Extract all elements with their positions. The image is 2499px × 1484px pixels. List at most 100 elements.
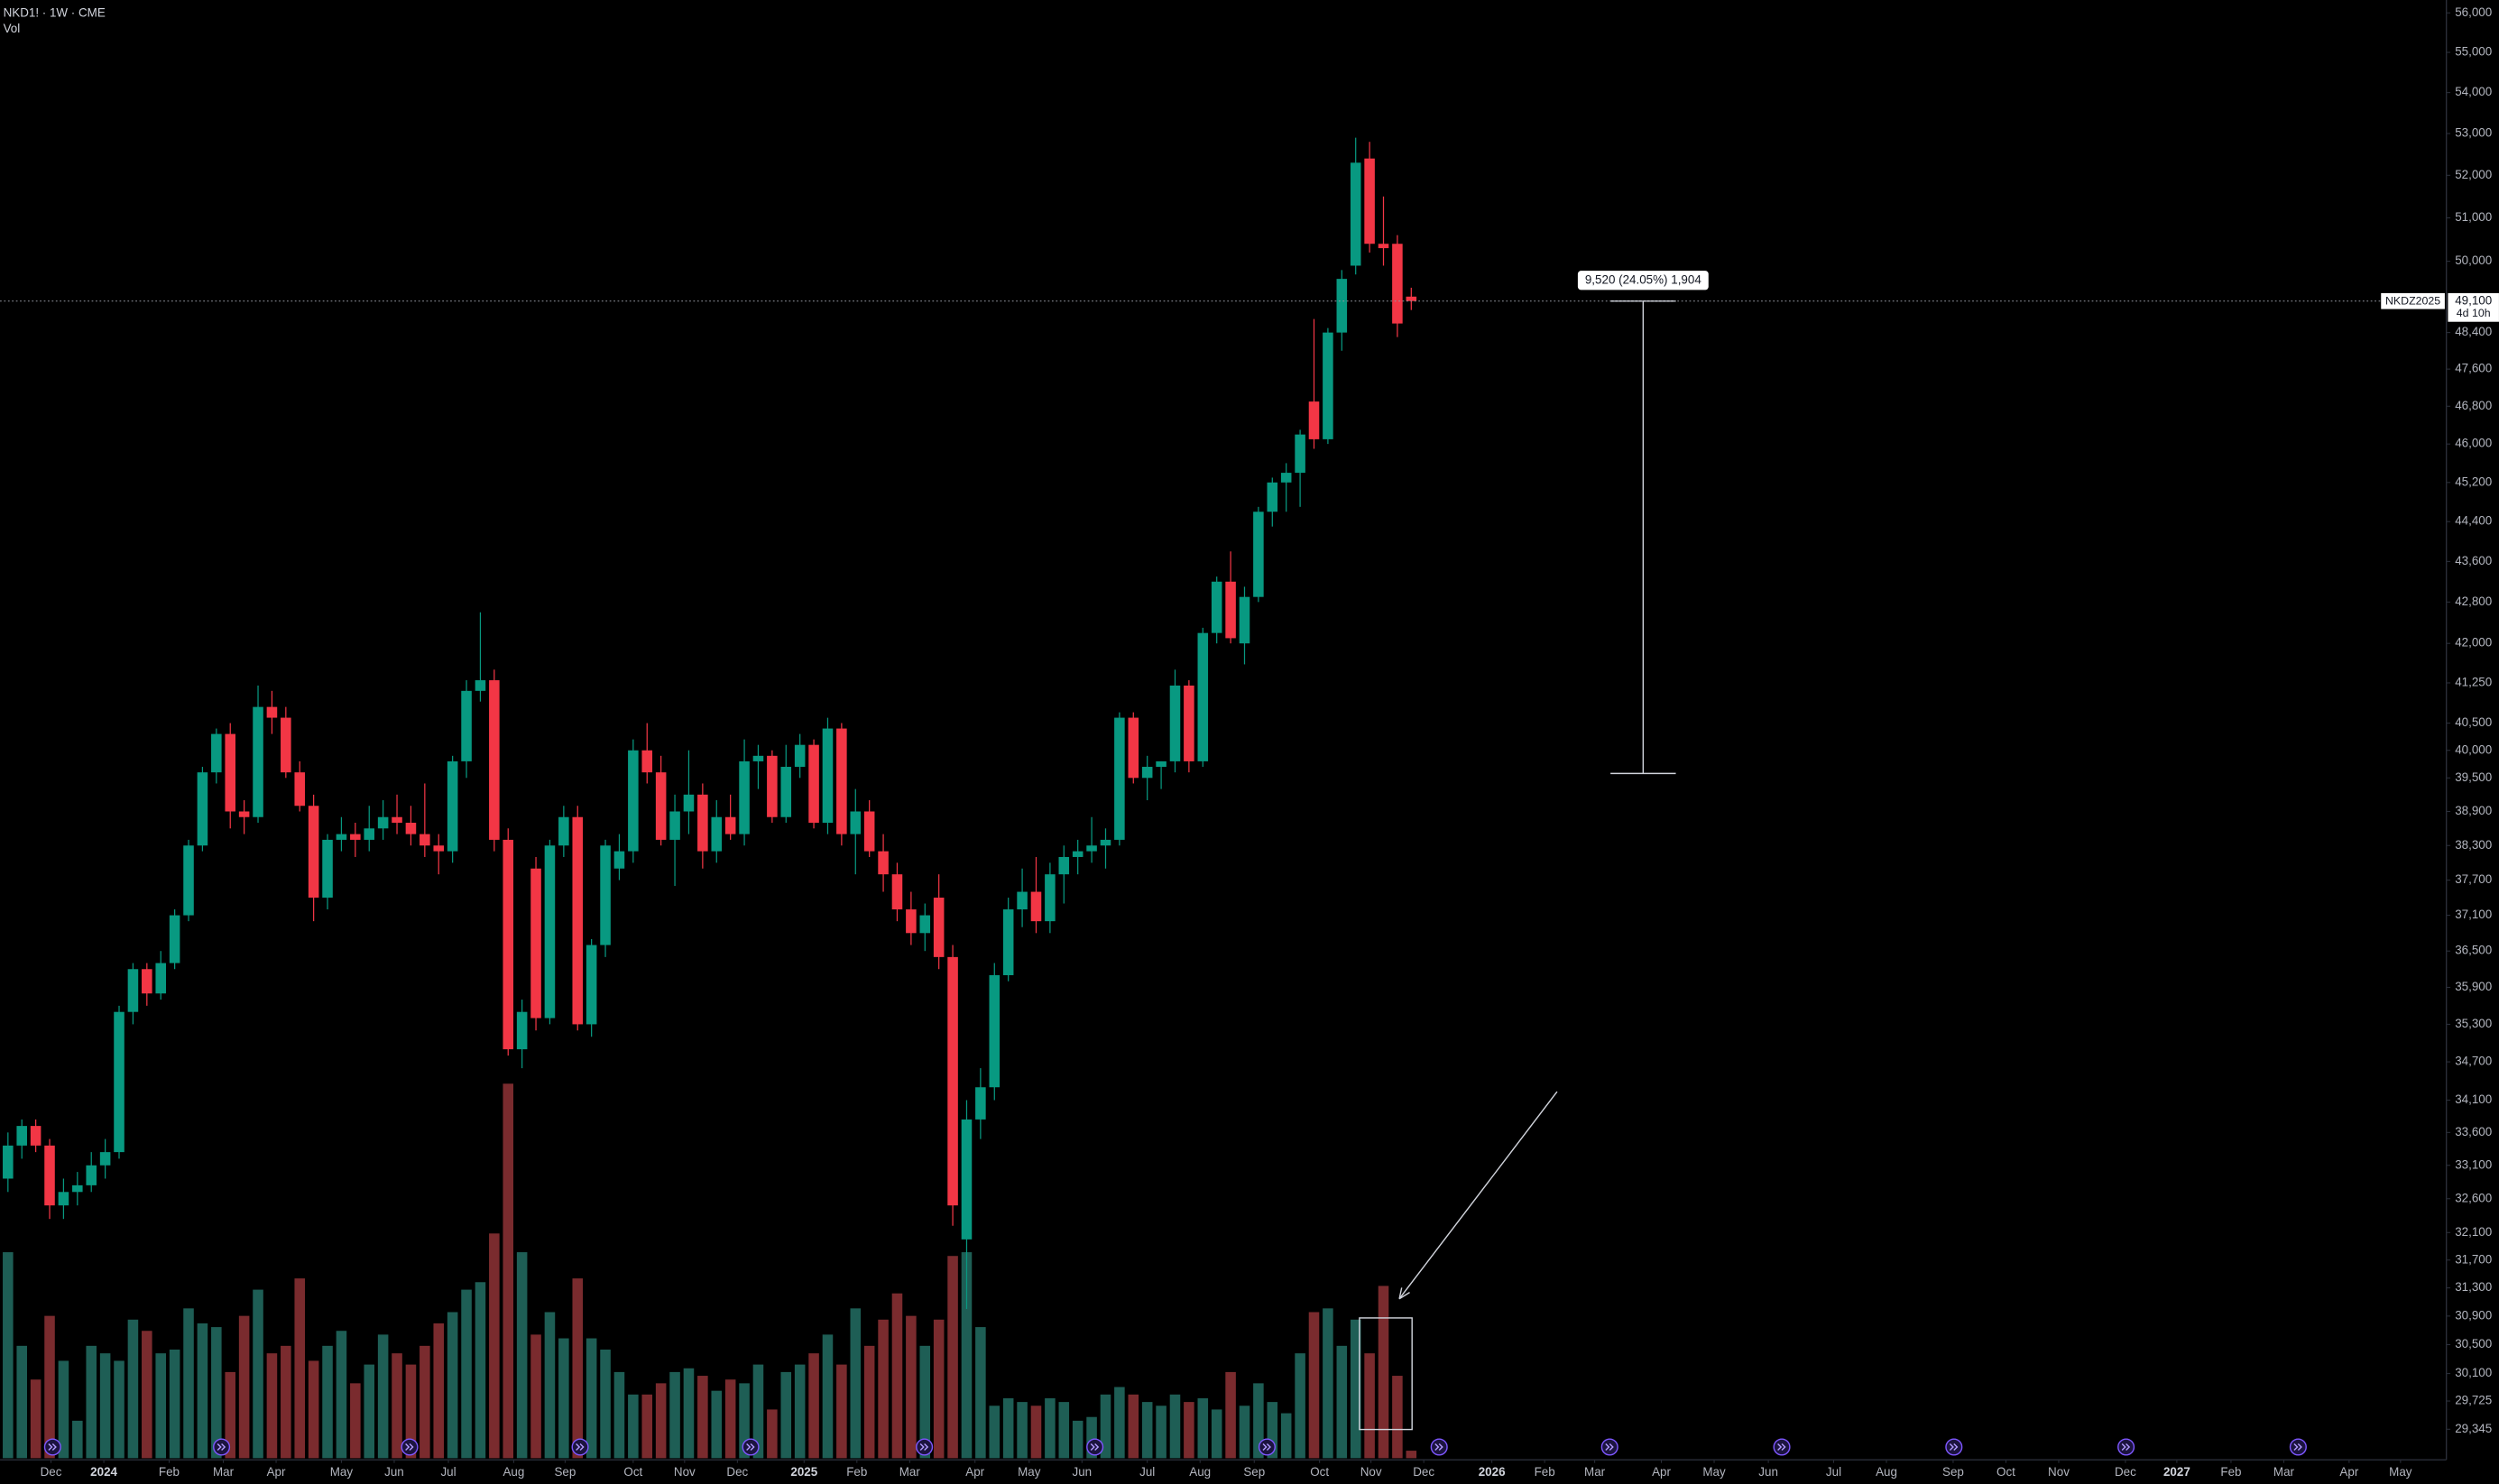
y-tick-label: 54,000 [2455, 85, 2492, 98]
symbol-tag: NKDZ2025 [2385, 295, 2440, 308]
y-tick-label: 34,100 [2455, 1092, 2492, 1106]
volume-bar [155, 1353, 166, 1459]
candle-body [767, 755, 778, 817]
volume-bar [961, 1252, 973, 1459]
candle-body [989, 974, 1001, 1088]
candle-body [461, 690, 472, 761]
x-tick-label: Jun [1072, 1465, 1092, 1479]
volume-bar [225, 1371, 236, 1459]
drawings-layer [1359, 1091, 1558, 1431]
candle-body [711, 816, 723, 852]
x-tick-label: May [330, 1465, 354, 1479]
volume-bar [558, 1338, 569, 1459]
volume-bar [711, 1390, 723, 1459]
candle-body [30, 1126, 41, 1146]
candle-body [294, 772, 306, 807]
candle-body [1184, 685, 1194, 761]
candle-body [433, 845, 445, 852]
event-icon-glyph [48, 1443, 57, 1452]
candle-body [516, 1011, 528, 1050]
event-icon-glyph [1777, 1443, 1786, 1452]
volume-bar [739, 1383, 750, 1459]
x-tick-label: 2026 [1479, 1465, 1506, 1479]
volume-bar [1058, 1402, 1070, 1459]
event-icon-glyph [1262, 1443, 1271, 1452]
measure-label-box [1577, 271, 1709, 290]
volume-bar [794, 1364, 806, 1459]
countdown-tag: 4d 10h [2457, 307, 2491, 319]
event-icon-glyph [2121, 1443, 2131, 1452]
volume-bar [863, 1345, 875, 1459]
volume-bar [72, 1420, 83, 1459]
y-tick-label: 39,500 [2455, 770, 2492, 784]
y-tick-label: 30,500 [2455, 1337, 2492, 1350]
volume-bar [989, 1406, 1001, 1459]
volume-bar [211, 1327, 222, 1459]
y-tick-label: 33,100 [2455, 1157, 2492, 1171]
candle-body [586, 945, 597, 1025]
x-tick-label: Nov [674, 1465, 696, 1479]
candle-body [794, 744, 806, 768]
candle-body [405, 823, 417, 834]
volume-title: Vol [4, 22, 21, 35]
event-icon-glyph [2293, 1443, 2302, 1452]
x-tick-label: Oct [1310, 1465, 1329, 1479]
candle-body [600, 845, 611, 945]
volume-bar [1184, 1402, 1194, 1459]
volume-bar [683, 1368, 695, 1459]
candle-body [16, 1126, 27, 1146]
event-icon-glyph [919, 1443, 929, 1452]
volume-bar [822, 1334, 834, 1459]
y-tick-label: 34,700 [2455, 1055, 2492, 1068]
volume-bar [808, 1353, 819, 1459]
volume-bar [142, 1331, 152, 1459]
event-icon-glyph [576, 1443, 585, 1452]
y-tick-label: 56,000 [2455, 5, 2492, 19]
candle-body [961, 1119, 973, 1240]
volume-bar [392, 1353, 402, 1459]
candle-body [1350, 162, 1361, 266]
volume-bar [447, 1312, 458, 1459]
volume-bar [1323, 1308, 1333, 1459]
x-tick-label: Sep [1942, 1465, 1964, 1479]
candle-body [281, 717, 291, 773]
candle-body [1156, 760, 1167, 768]
candle-body [1045, 874, 1056, 922]
volume-bar [1239, 1406, 1250, 1459]
x-tick-label: 2027 [2163, 1465, 2190, 1479]
x-tick-label: Jun [1758, 1465, 1778, 1479]
y-tick-label: 41,250 [2455, 676, 2492, 689]
volume-bar [752, 1364, 764, 1459]
candle-body [475, 680, 486, 691]
candle-body [1336, 279, 1348, 333]
arrow-line [1398, 1091, 1558, 1300]
x-tick-label: Nov [1360, 1465, 1382, 1479]
y-tick-label: 51,000 [2455, 210, 2492, 224]
volume-bar [377, 1334, 389, 1459]
candle-body [1239, 596, 1250, 644]
y-tick-label: 48,400 [2455, 325, 2492, 338]
volume-bar [1364, 1353, 1375, 1459]
volume-bar [724, 1379, 736, 1459]
event-icon-glyph [405, 1443, 414, 1452]
y-tick-label: 46,800 [2455, 399, 2492, 412]
volume-bar [169, 1349, 180, 1459]
candle-body [530, 868, 541, 1019]
y-tick-label: 40,500 [2455, 715, 2492, 729]
candle-body [114, 1011, 124, 1153]
highlight-box [1359, 1317, 1413, 1431]
x-tick-label: May [1702, 1465, 1726, 1479]
volume-bar [1378, 1286, 1389, 1459]
volume-bar [1141, 1402, 1153, 1459]
candle-body [780, 767, 792, 817]
x-tick-label: Dec [1413, 1465, 1434, 1479]
candle-body [724, 816, 736, 834]
volume-bar [433, 1323, 445, 1459]
y-tick-label: 32,600 [2455, 1191, 2492, 1204]
candle-body [266, 706, 278, 718]
event-icon-glyph [1949, 1443, 1959, 1452]
volume-bar [44, 1315, 55, 1459]
candle-body [1364, 158, 1375, 244]
candle-body [364, 828, 375, 840]
x-tick-label: Oct [1996, 1465, 2015, 1479]
